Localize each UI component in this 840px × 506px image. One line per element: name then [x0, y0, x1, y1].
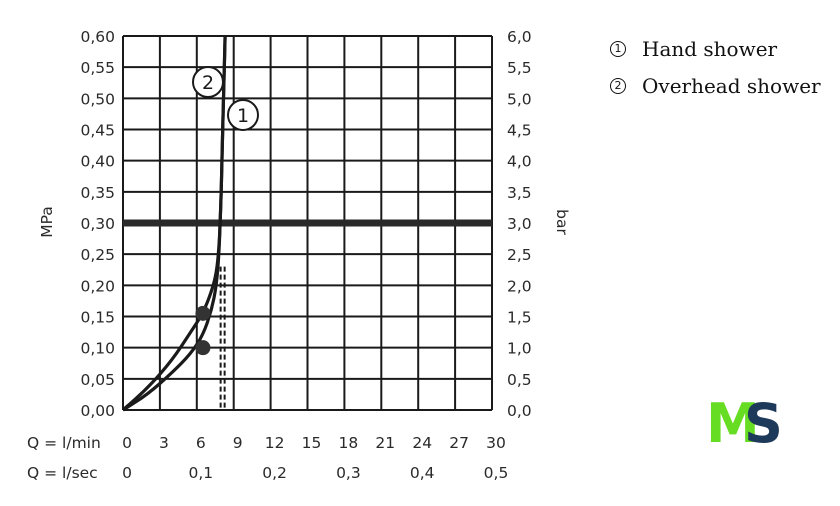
curve-marker-circle: [227, 99, 259, 131]
right-axis-title: bar: [553, 209, 571, 235]
y-tick-label-right: 2,5: [507, 246, 532, 264]
curve-marker-circle: [192, 66, 224, 98]
legend-marker-1: 1: [610, 40, 626, 57]
x-tick-label: 6: [196, 434, 206, 452]
x-tick-label: 30: [486, 434, 506, 452]
y-tick-label-left: 0,30: [80, 215, 115, 233]
y-tick-label-right: 5,0: [507, 90, 532, 108]
y-tick-label-right: 1,0: [507, 340, 532, 358]
curves-group: [121, 35, 227, 412]
ms-logo: M S: [708, 392, 783, 448]
x-tick-label: 0,3: [336, 464, 361, 482]
legend-marker-2: 2: [610, 77, 626, 94]
logo-letter-m: M: [708, 392, 760, 448]
y-tick-label-left: 0,10: [80, 340, 115, 358]
y-tick-label-left: 0,25: [80, 246, 115, 264]
y-tick-label-right: 1,5: [507, 309, 532, 327]
x-tick-label: 24: [412, 434, 432, 452]
y-tick-label-left: 0,05: [80, 371, 115, 389]
y-tick-label-right: 3,5: [507, 184, 532, 202]
x-tick-label: 3: [159, 434, 169, 452]
y-tick-label-right: 0,5: [507, 371, 532, 389]
curve-marker-label: 1: [237, 105, 249, 127]
x-tick-label: 0,4: [410, 464, 435, 482]
x-tick-label: 27: [449, 434, 469, 452]
curve-markers: 12: [192, 66, 259, 131]
curve-marker-label: 2: [202, 72, 214, 94]
x-tick-label: 12: [265, 434, 285, 452]
y-tick-label-left: 0,55: [80, 59, 115, 77]
x-tick-label: 0,1: [188, 464, 213, 482]
y-tick-label-left: 0,15: [80, 309, 115, 327]
x-tick-label: 0: [122, 434, 132, 452]
y-tick-label-right: 3,0: [507, 215, 532, 233]
x-axis-row-label: Q = l/min: [27, 434, 101, 452]
left-y-tick-labels: 0,00 0,05 0,10 0,15 0,20 0,25 0,30 0,35 0,40 0,45…: [80, 28, 115, 420]
legend-item-hand-shower: 1 Hand shower: [610, 30, 821, 67]
y-tick-label-left: 0,45: [80, 122, 115, 140]
legend-label: Overhead shower: [642, 73, 821, 98]
legend: 1 Hand shower 2 Overhead shower: [610, 30, 821, 104]
legend-label: Hand shower: [642, 36, 778, 61]
x-tick-label: 0: [122, 464, 132, 482]
x-tick-labels: Q = l/min 0 3 6 9 12 15 18 21 24 27 30 Q = l/sec 0 0,1…: [27, 434, 508, 482]
x-tick-label: 15: [302, 434, 322, 452]
x-tick-label: 0,5: [484, 464, 509, 482]
x-tick-label: 0,2: [262, 464, 287, 482]
x-tick-label: 18: [339, 434, 359, 452]
y-tick-label-right: 4,5: [507, 122, 532, 140]
operating-point-1: [195, 340, 211, 356]
y-tick-label-left: 0,20: [80, 277, 115, 295]
y-tick-label-right: 0,0: [507, 402, 532, 420]
logo-letter-s: S: [744, 392, 783, 448]
operating-point-2: [195, 305, 211, 321]
y-tick-label-right: 4,0: [507, 153, 532, 171]
x-tick-label: 9: [233, 434, 243, 452]
reference-line-group: [123, 219, 492, 410]
left-axis-title: MPa: [38, 206, 56, 238]
y-tick-label-left: 0,50: [80, 90, 115, 108]
y-tick-label-right: 2,0: [507, 277, 532, 295]
curve-2: [121, 35, 227, 412]
y-tick-label-right: 6,0: [507, 28, 532, 46]
y-tick-label-left: 0,35: [80, 184, 115, 202]
x-tick-label: 21: [375, 434, 395, 452]
y-tick-label-left: 0,40: [80, 153, 115, 171]
right-y-tick-labels: 0,0 0,5 1,0 1,5 2,0 2,5 3,0 3,5 4,0 4,5 5,0 5,5 6,0: [507, 28, 532, 420]
x-axis-row-label: Q = l/sec: [27, 464, 98, 482]
y-tick-label-left: 0,00: [80, 402, 115, 420]
legend-item-overhead-shower: 2 Overhead shower: [610, 67, 821, 104]
y-tick-label-right: 5,5: [507, 59, 532, 77]
y-tick-label-left: 0,60: [80, 28, 115, 46]
